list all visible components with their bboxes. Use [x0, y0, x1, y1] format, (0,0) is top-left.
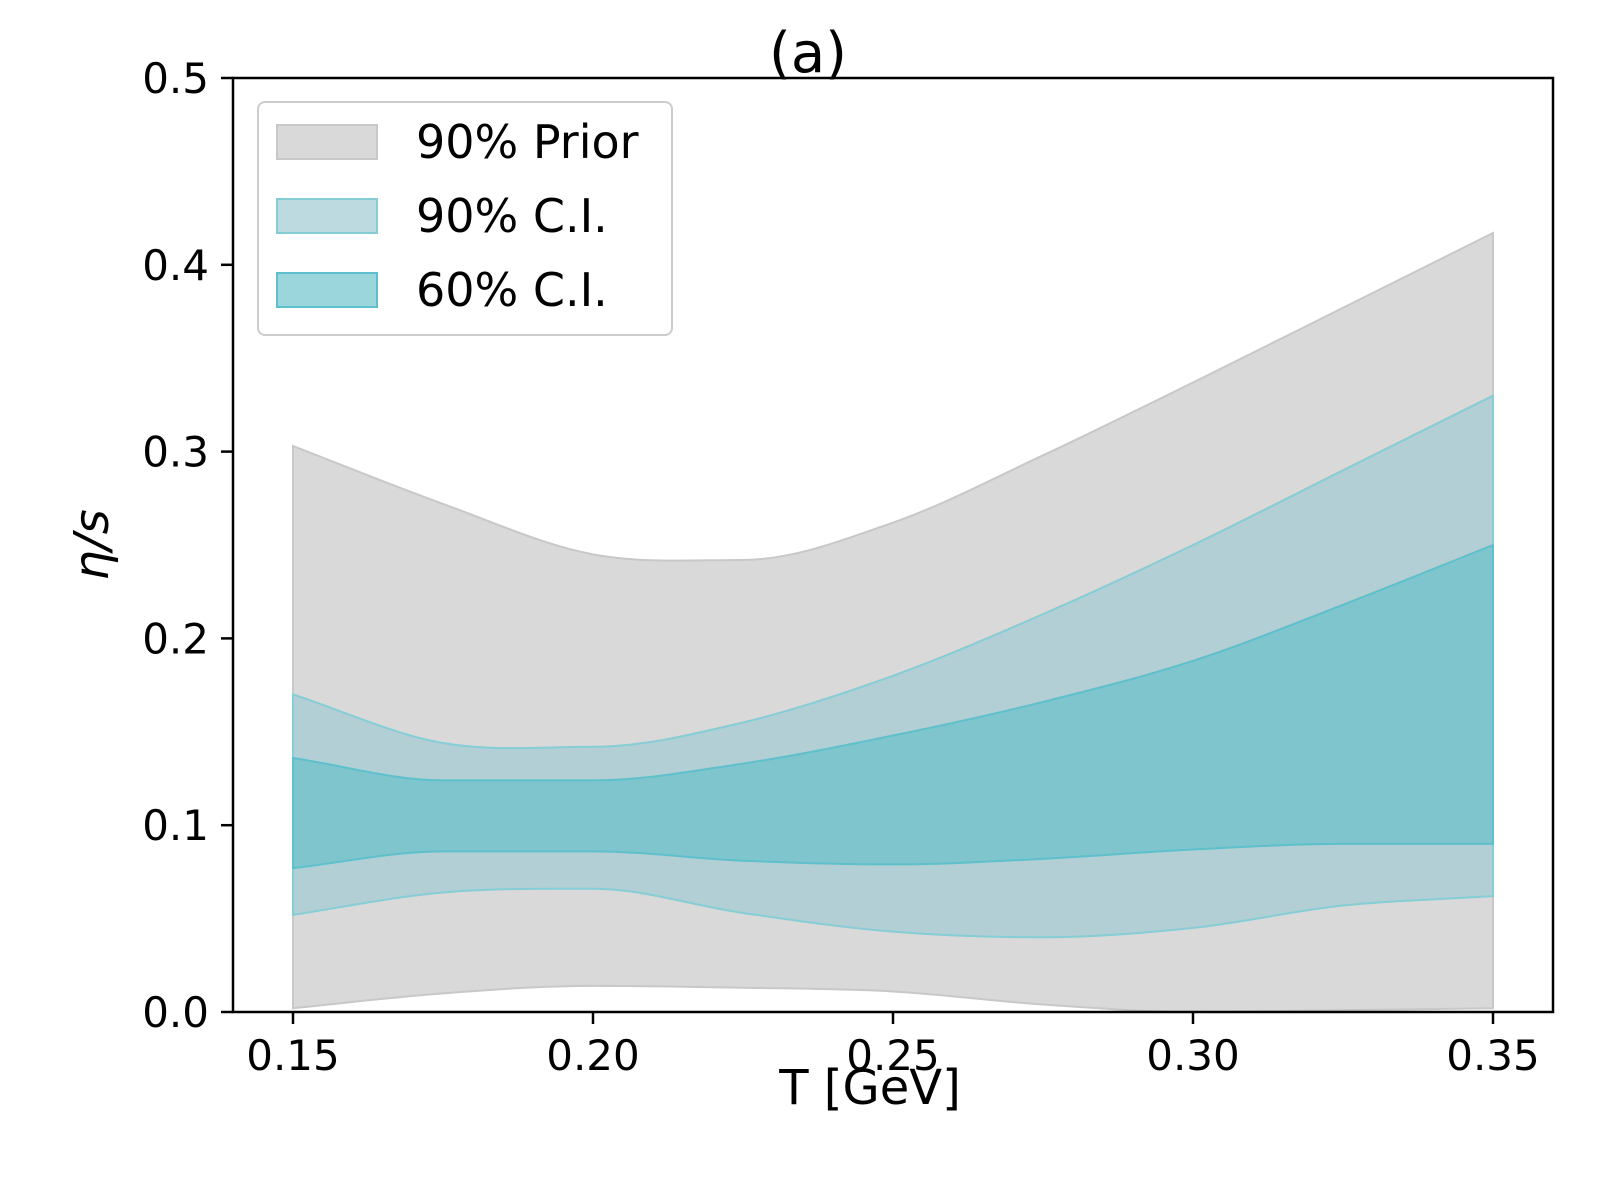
- y-tick-label: 0.3: [142, 428, 209, 477]
- x-tick-label: 0.30: [1146, 1031, 1240, 1080]
- legend-swatch: [276, 198, 378, 234]
- legend-items: 90% Prior 90% C.I. 60% C.I.: [276, 115, 639, 317]
- legend-label: 60% C.I.: [416, 263, 608, 317]
- y-tick-label: 0.4: [142, 241, 209, 290]
- band-ci-60: [292, 543, 1494, 870]
- y-tick-label: 0.5: [142, 54, 209, 103]
- x-tick-label: 0.20: [546, 1031, 640, 1080]
- x-tick-label: 0.25: [846, 1031, 940, 1080]
- y-axis-label: η/s: [64, 509, 120, 581]
- y-tick-label: 0.0: [142, 988, 209, 1037]
- chart-title: (a): [769, 21, 847, 86]
- legend: 90% Prior 90% C.I. 60% C.I.: [257, 101, 673, 336]
- y-tick-label: 0.2: [142, 614, 209, 663]
- y-tick-label: 0.1: [142, 801, 209, 850]
- bands-group: [292, 231, 1494, 1014]
- x-tick-label: 0.35: [1446, 1031, 1540, 1080]
- legend-label: 90% Prior: [416, 115, 639, 169]
- x-tick-label: 0.15: [246, 1031, 340, 1080]
- x-axis-ticks: 0.15 0.20 0.25 0.30 0.35: [246, 1012, 1540, 1080]
- legend-swatch: [276, 272, 378, 308]
- x-axis-label: T [GeV]: [778, 1060, 961, 1116]
- legend-swatch: [276, 124, 378, 160]
- legend-label: 90% C.I.: [416, 189, 608, 243]
- y-axis-ticks: 0.0 0.1 0.2 0.3 0.4 0.5: [142, 54, 233, 1037]
